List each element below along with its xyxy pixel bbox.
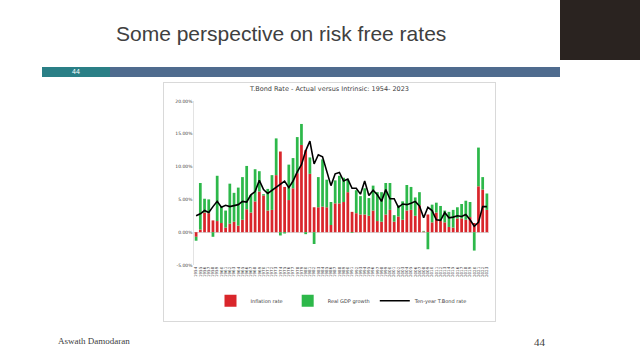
svg-text:1960: 1960 — [219, 266, 224, 277]
svg-text:0.00%: 0.00% — [178, 230, 193, 235]
svg-text:1961: 1961 — [223, 266, 228, 277]
svg-text:Inflation rate: Inflation rate — [251, 298, 283, 304]
svg-text:1990: 1990 — [345, 266, 350, 277]
html-text:44: 44 — [72, 68, 80, 75]
svg-text:1954: 1954 — [193, 266, 198, 277]
svg-text:2013: 2013 — [442, 266, 447, 277]
svg-text:1993: 1993 — [358, 266, 363, 277]
svg-text:1987: 1987 — [332, 266, 337, 277]
svg-text:1959: 1959 — [214, 266, 219, 277]
svg-text:2008: 2008 — [421, 266, 426, 277]
svg-text:1991: 1991 — [349, 266, 354, 277]
svg-text:20.00%: 20.00% — [175, 99, 193, 104]
svg-text:1966: 1966 — [244, 266, 249, 277]
svg-text:2003: 2003 — [400, 266, 405, 277]
svg-text:2016: 2016 — [455, 266, 460, 277]
svg-text:1955: 1955 — [198, 266, 203, 277]
svg-text:1962: 1962 — [227, 266, 232, 277]
svg-text:2017: 2017 — [459, 266, 464, 277]
svg-text:1984: 1984 — [320, 266, 325, 277]
svg-text:1979: 1979 — [299, 266, 304, 277]
svg-text:Real GDP growth: Real GDP growth — [328, 298, 370, 305]
svg-text:5.00%: 5.00% — [178, 197, 193, 202]
svg-text:-5.00%: -5.00% — [177, 263, 194, 268]
svg-text:2000: 2000 — [387, 266, 392, 277]
svg-text:1974: 1974 — [278, 266, 283, 277]
svg-text:10.00%: 10.00% — [175, 164, 193, 169]
html-text:44: 44 — [534, 336, 545, 348]
svg-text:1975: 1975 — [282, 266, 287, 277]
html-text:Some perspective on risk free: Some perspective on risk free rates — [116, 22, 447, 45]
svg-text:2018: 2018 — [463, 266, 468, 277]
html-text:Aswath Damodaran: Aswath Damodaran — [58, 336, 130, 346]
svg-text:1994: 1994 — [362, 266, 367, 277]
svg-text:2021: 2021 — [476, 266, 481, 277]
svg-text:2022: 2022 — [480, 266, 485, 277]
svg-text:1956: 1956 — [202, 266, 207, 277]
svg-text:1977: 1977 — [290, 266, 295, 277]
svg-text:15.00%: 15.00% — [175, 131, 193, 136]
svg-text:2007: 2007 — [417, 266, 422, 277]
svg-text:1957: 1957 — [206, 266, 211, 277]
svg-text:1958: 1958 — [210, 266, 215, 277]
svg-text:2002: 2002 — [396, 266, 401, 277]
svg-text:1978: 1978 — [295, 266, 300, 277]
svg-text:2020: 2020 — [472, 266, 477, 277]
svg-text:1982: 1982 — [311, 266, 316, 277]
svg-text:1964: 1964 — [236, 266, 241, 277]
svg-text:2014: 2014 — [446, 266, 451, 277]
svg-text:2023: 2023 — [484, 266, 489, 277]
svg-text:1985: 1985 — [324, 266, 329, 277]
svg-text:1999: 1999 — [383, 266, 388, 277]
svg-text:1992: 1992 — [354, 266, 359, 277]
svg-text:1980: 1980 — [303, 266, 308, 277]
svg-text:2009: 2009 — [425, 266, 430, 277]
svg-text:1970: 1970 — [261, 266, 266, 277]
svg-text:1967: 1967 — [248, 266, 253, 277]
svg-text:2019: 2019 — [467, 266, 472, 277]
svg-text:1983: 1983 — [316, 266, 321, 277]
svg-text:Ten-year T.Bond rate: Ten-year T.Bond rate — [414, 298, 467, 305]
svg-text:1981: 1981 — [307, 266, 312, 277]
svg-text:T.Bond Rate - Actual versus In: T.Bond Rate - Actual versus Intrinsic: 1… — [249, 85, 409, 93]
svg-text:1963: 1963 — [231, 266, 236, 277]
svg-text:1976: 1976 — [286, 266, 291, 277]
svg-text:1972: 1972 — [269, 266, 274, 277]
svg-text:1989: 1989 — [341, 266, 346, 277]
svg-text:1996: 1996 — [370, 266, 375, 277]
svg-text:1986: 1986 — [328, 266, 333, 277]
svg-text:1997: 1997 — [375, 266, 380, 277]
svg-text:1968: 1968 — [252, 266, 257, 277]
svg-text:2010: 2010 — [429, 266, 434, 277]
svg-text:1988: 1988 — [337, 266, 342, 277]
svg-text:1973: 1973 — [273, 266, 278, 277]
svg-text:1998: 1998 — [379, 266, 384, 277]
svg-text:1995: 1995 — [366, 266, 371, 277]
svg-text:2012: 2012 — [438, 266, 443, 277]
svg-text:2001: 2001 — [391, 266, 396, 277]
svg-text:2015: 2015 — [450, 266, 455, 277]
svg-text:1971: 1971 — [265, 266, 270, 277]
svg-text:2004: 2004 — [404, 266, 409, 277]
svg-text:1969: 1969 — [257, 266, 262, 277]
svg-text:2011: 2011 — [434, 266, 439, 277]
svg-text:2006: 2006 — [413, 266, 418, 277]
svg-text:2005: 2005 — [408, 266, 413, 277]
svg-text:1965: 1965 — [240, 266, 245, 277]
